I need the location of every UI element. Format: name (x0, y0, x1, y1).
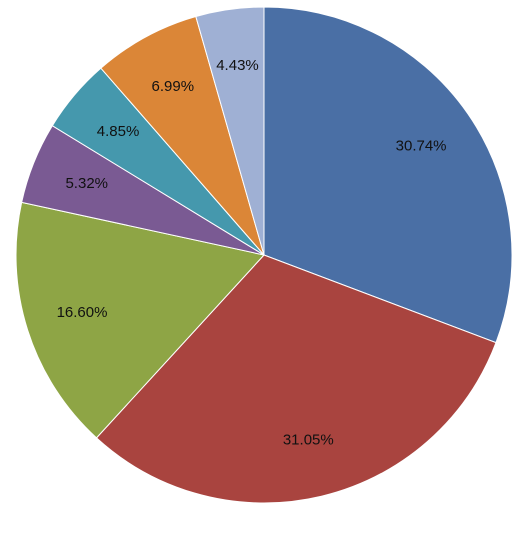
pie-slice-label: 4.43% (216, 57, 259, 74)
pie-slice-label: 4.85% (97, 123, 140, 140)
pie-slice (100, 15, 265, 256)
pie-slice (263, 6, 513, 344)
pie-slice-label: 6.99% (152, 78, 195, 95)
pie-slice-label: 31.05% (283, 432, 334, 449)
pie-slice (95, 254, 497, 504)
pie-slice-label: 30.74% (396, 137, 447, 154)
pie-slice (195, 6, 265, 256)
pie-slice (15, 201, 265, 439)
pie-slice-label: 5.32% (65, 175, 108, 192)
pie-slice-label: 16.60% (57, 304, 108, 321)
